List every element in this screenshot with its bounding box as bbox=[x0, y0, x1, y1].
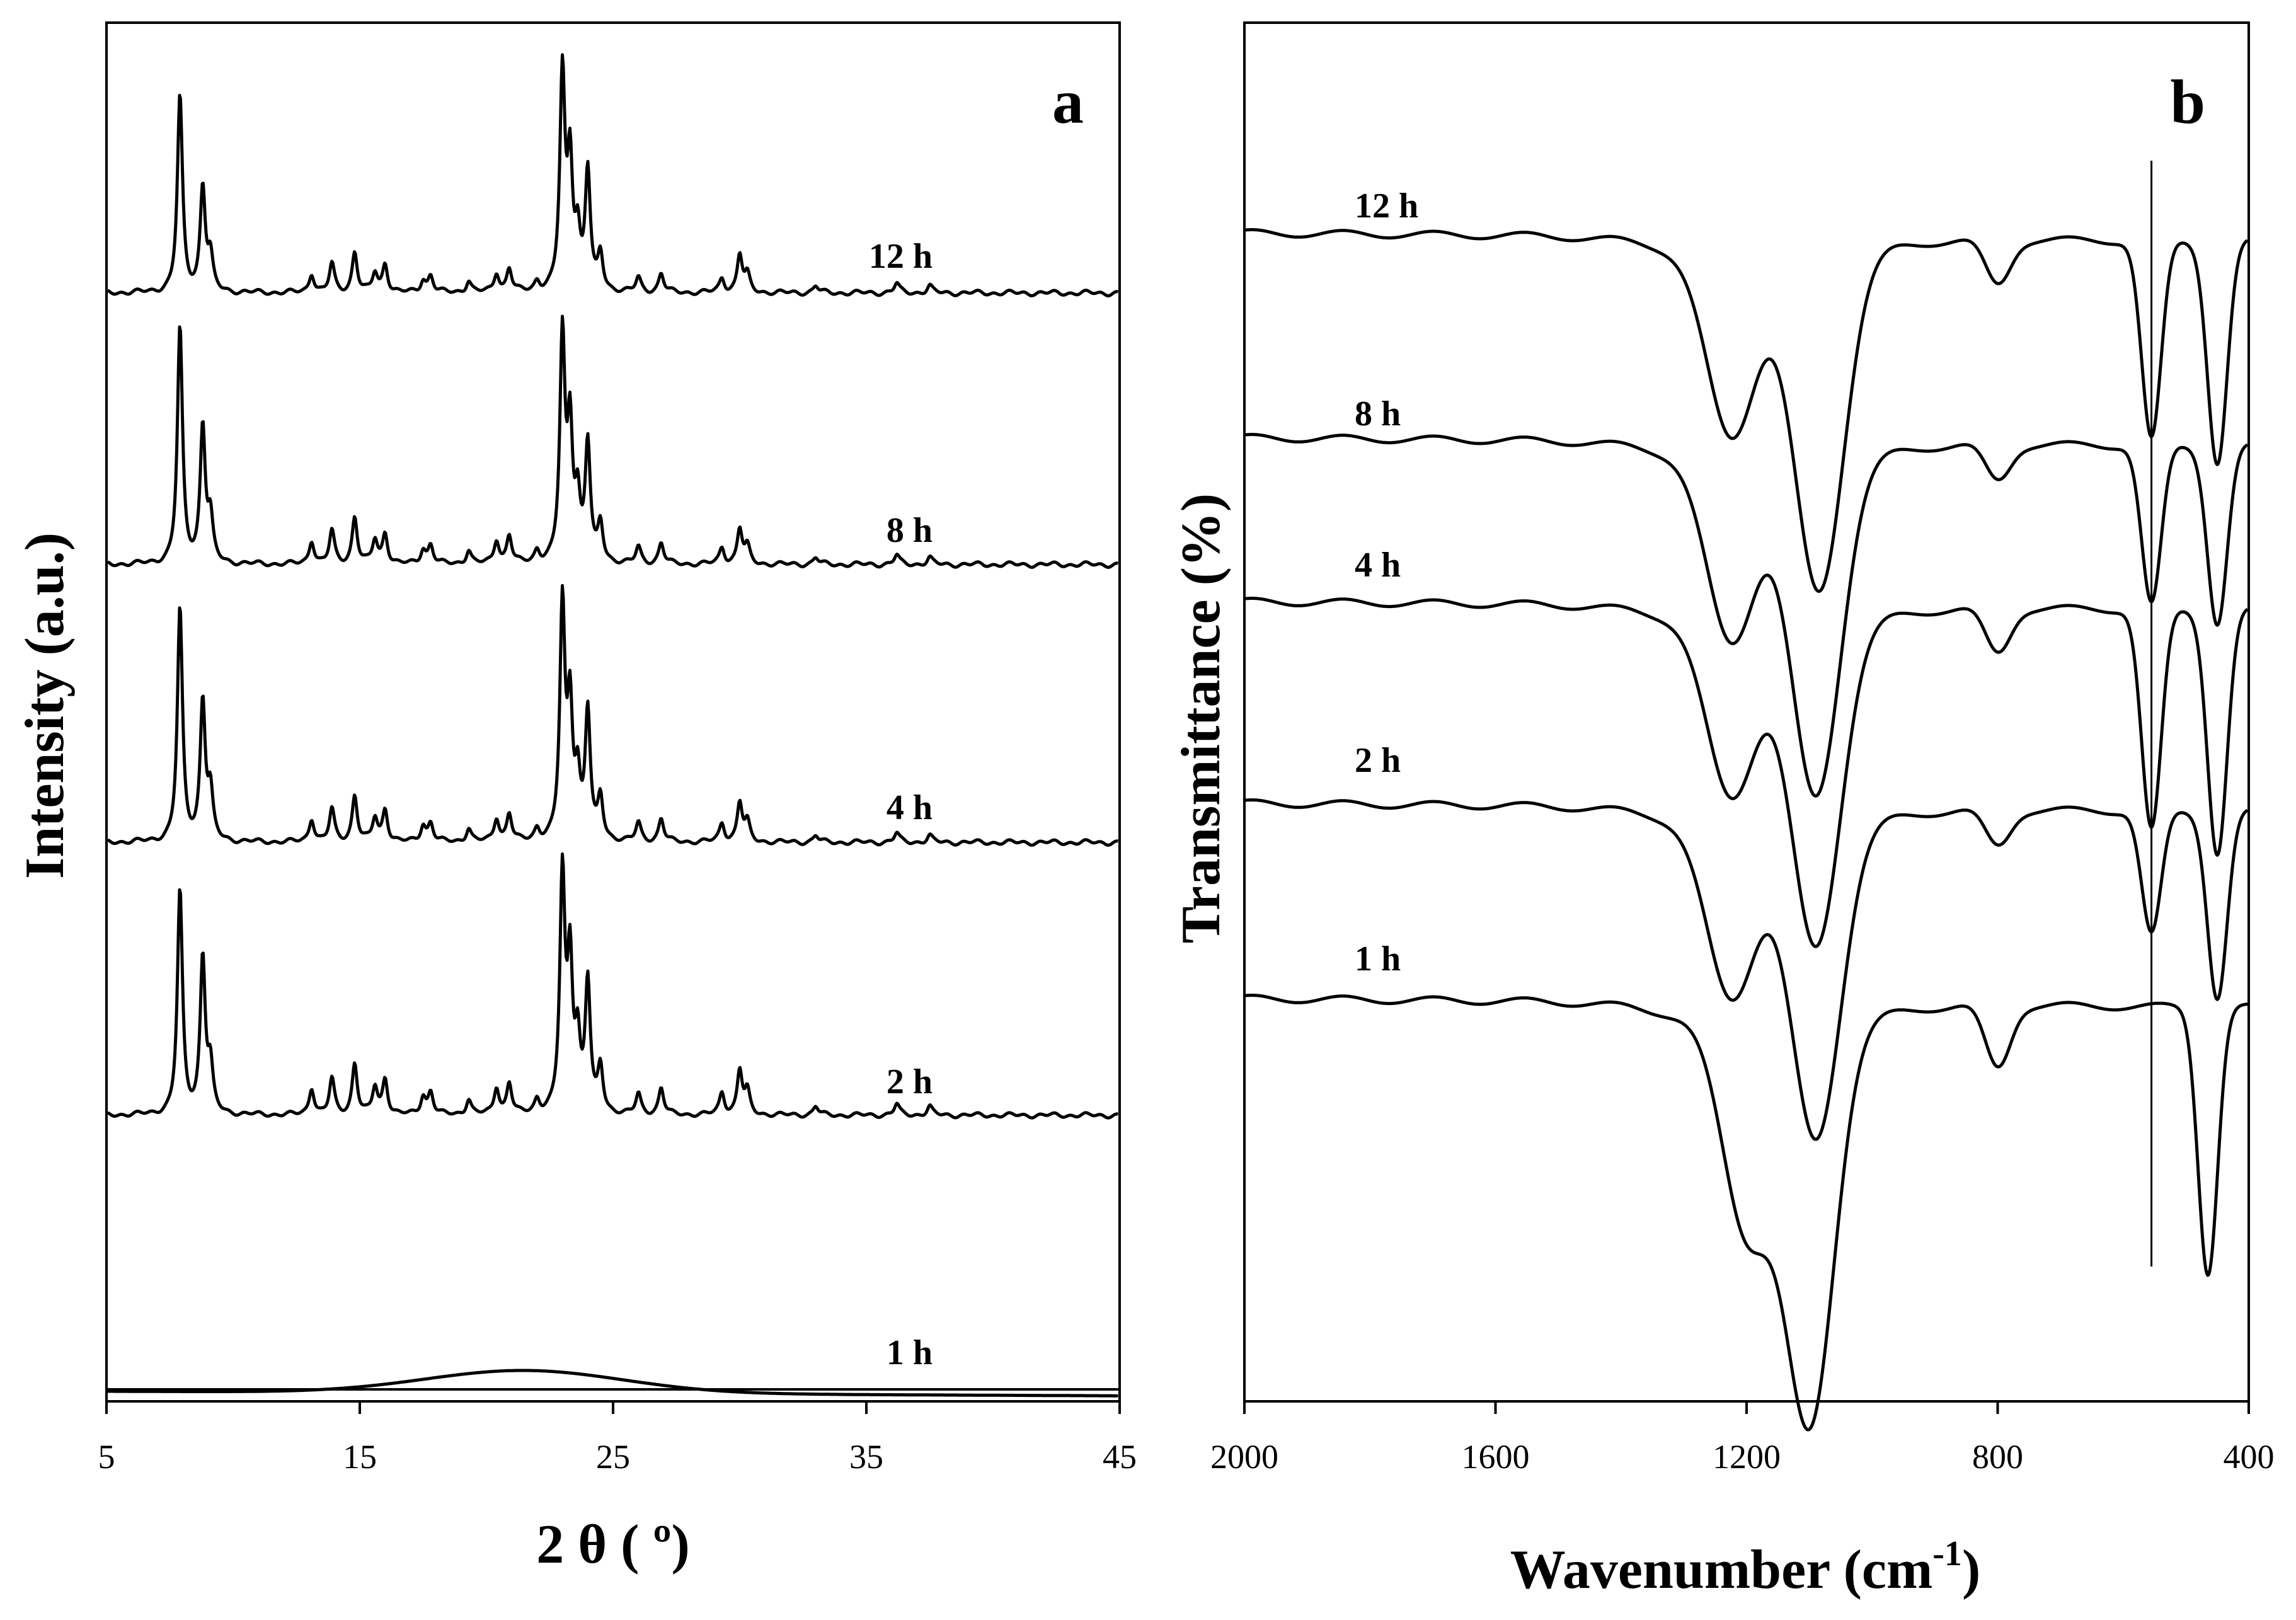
panel-a-trace-12h bbox=[106, 53, 1119, 297]
panel-a-x-tick-label: 35 bbox=[849, 1438, 883, 1476]
panel-b-x-axis-title-sup: -1 bbox=[1932, 1534, 1962, 1573]
panel-b-trace-4h bbox=[1245, 597, 2249, 948]
panel-b-trace-8h bbox=[1245, 433, 2249, 798]
panel-b-x-axis-title-end: ) bbox=[1962, 1539, 1980, 1600]
panel-a-series-label: 8 h bbox=[887, 511, 933, 550]
panel-b-trace-1h bbox=[1245, 994, 2248, 1432]
panel-b-ticks: 2000 1600 1200 800 400 bbox=[1210, 1401, 2275, 1476]
panel-b-series-labels: 1 h 2 h 4 h 8 h 12 h bbox=[1355, 187, 1418, 979]
panel-b-x-tick-label: 2000 bbox=[1210, 1438, 1278, 1476]
panel-b-x-axis-title: Wavenumber (cm-1) bbox=[1510, 1534, 1981, 1600]
panel-a-letter: a bbox=[1052, 67, 1084, 137]
panel-b-trace-12h bbox=[1245, 228, 2249, 593]
panel-b-x-tick-label: 1200 bbox=[1713, 1438, 1781, 1476]
panel-b-trace-2h bbox=[1245, 798, 2249, 1141]
panel-a: 5 15 25 35 45 1 h 2 h 4 h 8 h 12 h a 2 θ ( º) In… bbox=[14, 21, 1137, 1575]
panel-b-letter: b bbox=[2170, 67, 2205, 137]
panel-a-series-label: 12 h bbox=[869, 237, 933, 276]
panel-b-traces bbox=[1245, 228, 2249, 1432]
panel-b-frame bbox=[1243, 21, 2250, 1403]
panel-a-series-label: 2 h bbox=[887, 1062, 933, 1101]
panel-a-x-tick-label: 45 bbox=[1103, 1438, 1137, 1476]
panel-b-series-label: 2 h bbox=[1355, 741, 1401, 780]
panel-a-trace-8h bbox=[106, 314, 1119, 569]
panel-a-y-axis-title: Intensity (a.u.) bbox=[14, 532, 76, 879]
panel-b-x-tick-label: 800 bbox=[1972, 1438, 2023, 1476]
panel-b: 2000 1600 1200 800 400 1 h 2 h 4 h 8 h 12 h b Wa… bbox=[1171, 21, 2275, 1600]
panel-a-trace-4h bbox=[106, 583, 1119, 847]
panel-b-x-tick-label: 1600 bbox=[1462, 1438, 1530, 1476]
panel-a-series-label: 4 h bbox=[887, 788, 933, 827]
panel-a-ticks: 5 15 25 35 45 bbox=[98, 1401, 1137, 1476]
panel-a-trace-1h bbox=[107, 1369, 1119, 1398]
panel-a-series-label: 1 h bbox=[887, 1333, 933, 1372]
panel-b-y-axis-title: Transmittance (%) bbox=[1171, 493, 1232, 943]
panel-b-series-label: 1 h bbox=[1355, 939, 1401, 979]
panel-a-traces bbox=[106, 53, 1119, 1398]
panel-a-x-axis-title: 2 θ ( º) bbox=[536, 1514, 690, 1575]
panel-a-x-tick-label: 25 bbox=[596, 1438, 630, 1476]
panel-b-series-label: 4 h bbox=[1355, 546, 1401, 585]
panel-a-trace-2h bbox=[106, 852, 1119, 1120]
panel-b-x-axis-title-main: Wavenumber (cm bbox=[1510, 1539, 1933, 1600]
panel-a-frame bbox=[105, 21, 1121, 1403]
panel-b-series-label: 8 h bbox=[1355, 394, 1401, 434]
panel-a-series-labels: 1 h 2 h 4 h 8 h 12 h bbox=[869, 237, 933, 1372]
panel-a-x-tick-label: 5 bbox=[98, 1438, 115, 1476]
panel-b-series-label: 12 h bbox=[1355, 187, 1418, 226]
panel-a-x-tick-label: 15 bbox=[343, 1438, 377, 1476]
panel-b-x-tick-label: 400 bbox=[2224, 1438, 2275, 1476]
